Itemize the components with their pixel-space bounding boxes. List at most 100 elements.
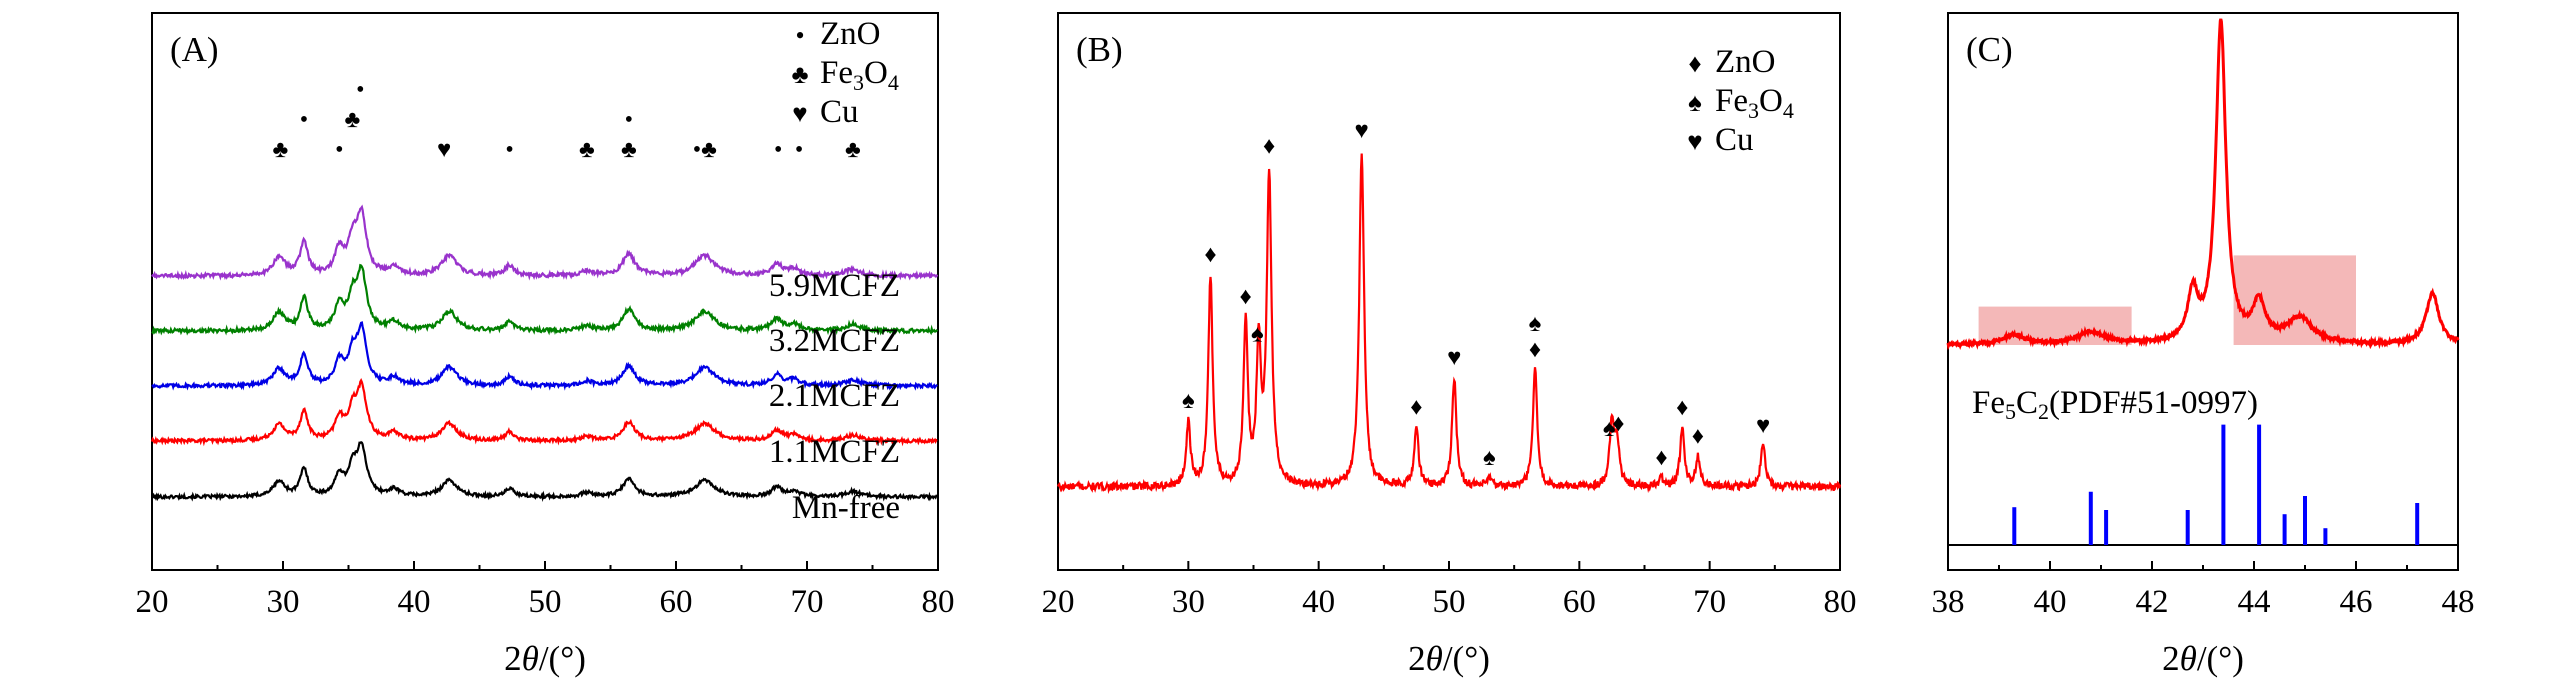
peak-marker-b: ♦ [1655, 445, 1667, 471]
x-axis-label-part: 2 [2162, 639, 2180, 678]
legend-symbol-a: ♥ [792, 99, 807, 128]
peak-marker-b: ♦ [1204, 242, 1216, 268]
legend-label-a: ZnO [820, 16, 881, 52]
peak-marker-a: • [625, 107, 633, 133]
series-label: 3.2MCFZ [769, 323, 900, 359]
x-axis-label-part: 2 [504, 639, 522, 678]
panel-label-a: (A) [170, 30, 219, 69]
peak-marker-a: ♣ [273, 137, 289, 163]
peak-marker-b: ♠ [1251, 321, 1264, 347]
legend-text: Fe [1715, 83, 1748, 119]
legend-symbol-a: ♣ [791, 60, 808, 89]
peak-marker-b: ♦ [1240, 284, 1252, 310]
peak-marker-a: • [505, 137, 513, 163]
series-label: Mn-free [792, 490, 900, 526]
x-tick-label-b: 70 [1693, 584, 1726, 620]
peak-marker-b: ♥ [1756, 413, 1770, 439]
x-axis-label-unit: /(°) [2197, 639, 2244, 678]
series-line-5.9MCFZ [151, 204, 939, 281]
reference-label-sub: 2 [2038, 399, 2049, 424]
x-tick-label-c: 42 [2136, 584, 2169, 620]
peak-marker-a: • [300, 107, 308, 133]
legend-subscript: 3 [853, 70, 864, 95]
legend-symbol-b: ♦ [1688, 49, 1701, 78]
peak-marker-b: ♦ [1263, 133, 1275, 159]
x-axis-label-a: 2θ/(°) [504, 639, 586, 678]
x-axis-label-unit: /(°) [1443, 639, 1490, 678]
x-axis-label-part: 2 [1408, 639, 1426, 678]
peak-marker-b: ♠ [1483, 445, 1496, 471]
peak-marker-a: • [335, 137, 343, 163]
peak-marker-a: • [774, 137, 782, 163]
peak-marker-b: ♦ [1529, 337, 1541, 363]
peak-marker-a: ♥ [437, 137, 451, 163]
legend-symbol-b: ♥ [1687, 127, 1702, 156]
peak-marker-a: ♣ [621, 137, 637, 163]
series-line-Mn-free [151, 441, 938, 503]
x-tick-label-a: 30 [267, 584, 300, 620]
x-tick-label-a: 80 [922, 584, 955, 620]
x-axis-label-theta: θ [2180, 639, 2197, 678]
peak-marker-b: ♠ [1182, 388, 1195, 414]
reference-label: Fe5C2(PDF#51-0997) [1972, 385, 2258, 424]
legend-text: ZnO [820, 16, 881, 52]
legend-label-a: Fe3O4 [820, 55, 899, 95]
peak-marker-a: • [795, 137, 803, 163]
x-tick-label-b: 30 [1172, 584, 1205, 620]
legend-label-b: ZnO [1715, 44, 1776, 80]
peak-marker-b: ♦ [1612, 411, 1624, 437]
x-axis-label-c: 2θ/(°) [2162, 639, 2244, 678]
series-label: 5.9MCFZ [769, 268, 900, 304]
x-tick-label-c: 38 [1932, 584, 1965, 620]
peak-marker-b: ♠ [1603, 416, 1616, 442]
x-tick-label-b: 40 [1302, 584, 1335, 620]
peak-marker-b: ♠ [1529, 311, 1542, 337]
legend-text: Cu [1715, 122, 1754, 158]
peak-marker-a: ♣ [845, 137, 861, 163]
legend-label-b: Fe3O4 [1715, 83, 1794, 123]
x-axis-label-unit: /(°) [539, 639, 586, 678]
peak-marker-a: • [356, 77, 364, 103]
legend-text: Cu [820, 94, 859, 130]
legend-subscript: 4 [888, 70, 899, 95]
series-line-2.1MCFZ [151, 321, 938, 391]
reference-label-part: (PDF#51-0997) [2049, 385, 2258, 421]
series-label: 2.1MCFZ [769, 378, 900, 414]
series-label: 1.1MCFZ [769, 434, 900, 470]
xrd-pattern-line [1056, 153, 1842, 495]
x-axis-label-theta: θ [522, 639, 539, 678]
x-tick-label-c: 44 [2238, 584, 2271, 620]
peak-marker-b: ♦ [1676, 395, 1688, 421]
peak-marker-a: •♣ [693, 137, 717, 163]
reference-label-sub: 5 [2005, 399, 2016, 424]
legend-label-b: Cu [1715, 122, 1754, 158]
x-tick-label-c: 46 [2340, 584, 2373, 620]
x-tick-label-b: 60 [1563, 584, 1596, 620]
reference-label-part: C [2016, 385, 2038, 421]
legend-text: O [864, 55, 888, 91]
panel-label-b: (B) [1076, 30, 1123, 69]
legend-text: O [1759, 83, 1783, 119]
legend-subscript: 4 [1783, 98, 1794, 123]
peak-marker-a: ♣ [579, 137, 595, 163]
legend-subscript: 3 [1748, 98, 1759, 123]
panel-label-c: (C) [1966, 30, 2013, 69]
series-line-3.2MCFZ [151, 263, 939, 336]
legend-symbol-a: • [795, 21, 804, 50]
legend-text: Fe [820, 55, 853, 91]
x-axis-label-theta: θ [1426, 639, 1443, 678]
legend-text: ZnO [1715, 44, 1776, 80]
reference-label-part: Fe [1972, 385, 2005, 421]
panel-a: 20 30 40 50 60 70 80 2θ/(°) (A) Mn-free 1.1MCFZ 2.1… [136, 12, 955, 678]
legend-symbol-b: ♠ [1688, 88, 1702, 117]
x-tick-label-a: 20 [136, 584, 169, 620]
x-tick-label-b: 20 [1042, 584, 1075, 620]
x-tick-label-a: 70 [791, 584, 824, 620]
x-tick-label-b: 80 [1824, 584, 1857, 620]
x-axis-label-b: 2θ/(°) [1408, 639, 1490, 678]
peak-marker-a: ♣ [345, 107, 361, 133]
highlight-region [2233, 255, 2356, 345]
plot-frame-c [1947, 12, 2459, 571]
